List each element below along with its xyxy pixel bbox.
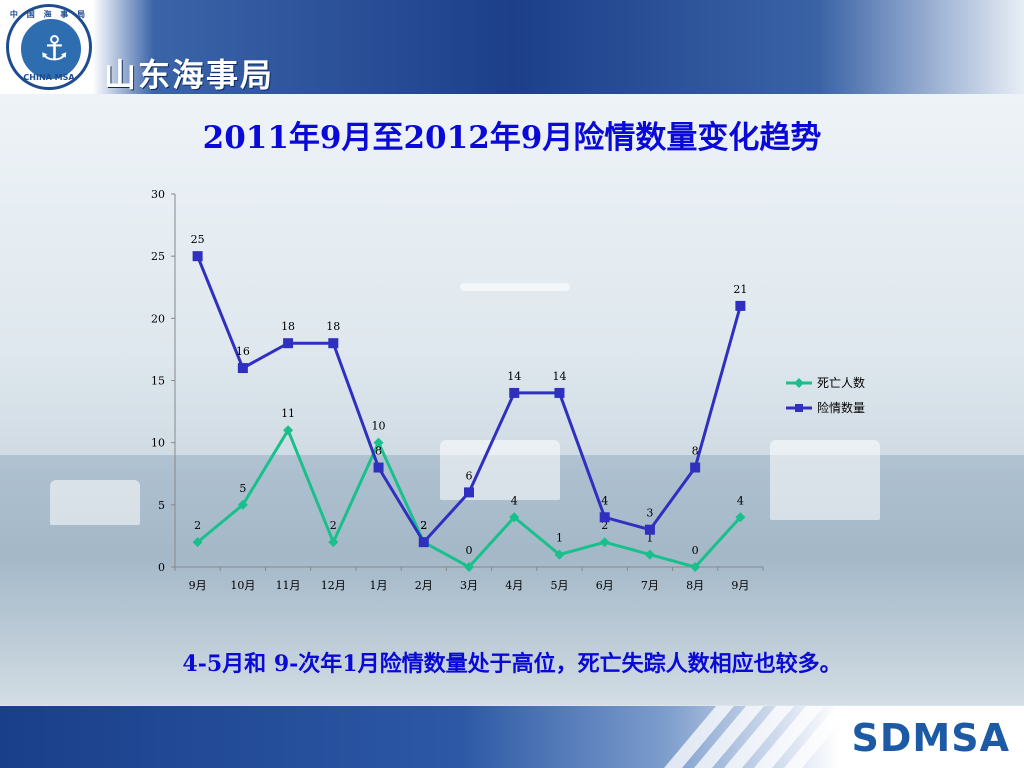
data-label: 0 bbox=[466, 544, 473, 557]
data-label: 2 bbox=[601, 519, 608, 532]
y-tick-label: 0 bbox=[158, 561, 165, 574]
data-label: 1 bbox=[646, 532, 653, 545]
x-tick-label: 1月 bbox=[370, 579, 388, 592]
data-label: 21 bbox=[733, 283, 747, 296]
x-tick-label: 8月 bbox=[686, 579, 704, 592]
org-name: 山东海事局 bbox=[104, 56, 275, 94]
data-label: 2 bbox=[330, 519, 337, 532]
data-point bbox=[464, 487, 474, 498]
data-label: 4 bbox=[511, 494, 518, 507]
header-band bbox=[0, 0, 1024, 94]
data-label: 14 bbox=[552, 370, 566, 383]
logo-text-top: 中 国 海 事 局 bbox=[9, 10, 89, 19]
y-tick-label: 5 bbox=[158, 499, 165, 512]
data-point bbox=[644, 524, 655, 535]
plane-background bbox=[460, 283, 570, 291]
data-point bbox=[373, 437, 384, 448]
legend-marker bbox=[794, 378, 804, 388]
x-tick-label: 4月 bbox=[505, 579, 523, 592]
y-tick-label: 30 bbox=[151, 188, 165, 201]
logo: 中 国 海 事 局 ⚓ CHINA MSA bbox=[6, 4, 92, 90]
x-tick-label: 7月 bbox=[641, 579, 659, 592]
caption: 4-5月和 9-次年1月险情数量处于高位，死亡失踪人数相应也较多。 bbox=[182, 651, 842, 677]
data-point bbox=[690, 462, 701, 473]
x-tick-label: 12月 bbox=[321, 579, 346, 592]
data-point bbox=[373, 462, 384, 473]
y-tick-label: 20 bbox=[151, 312, 165, 325]
x-tick-label: 11月 bbox=[276, 579, 301, 592]
data-label: 2 bbox=[420, 519, 427, 532]
data-label: 16 bbox=[236, 345, 250, 358]
data-point bbox=[192, 537, 203, 548]
y-tick-label: 10 bbox=[151, 437, 165, 450]
data-point bbox=[599, 537, 610, 548]
data-point bbox=[690, 562, 701, 572]
data-point bbox=[283, 425, 294, 436]
footer-brand: SDMSA bbox=[851, 716, 1010, 760]
data-label: 0 bbox=[692, 544, 699, 557]
data-label: 5 bbox=[239, 482, 246, 495]
data-point bbox=[644, 549, 655, 560]
x-tick-label: 9月 bbox=[731, 579, 749, 592]
data-label: 3 bbox=[646, 507, 653, 520]
y-tick-label: 15 bbox=[151, 375, 165, 388]
data-label: 25 bbox=[191, 233, 205, 246]
data-label: 10 bbox=[372, 420, 386, 433]
data-point bbox=[192, 251, 203, 262]
data-label: 2 bbox=[420, 519, 427, 532]
data-label: 4 bbox=[601, 494, 608, 507]
data-point bbox=[237, 363, 248, 374]
footer-band bbox=[0, 706, 1024, 768]
data-label: 8 bbox=[375, 445, 382, 458]
data-point bbox=[554, 387, 565, 398]
x-tick-label: 3月 bbox=[460, 579, 478, 592]
data-point bbox=[328, 537, 339, 548]
legend-marker bbox=[795, 404, 803, 412]
data-point bbox=[735, 300, 746, 311]
ship-right bbox=[770, 440, 880, 520]
data-label: 11 bbox=[281, 407, 295, 420]
page-title: 2011年9月至2012年9月险情数量变化趋势 bbox=[202, 120, 822, 156]
data-point bbox=[735, 512, 746, 523]
data-label: 14 bbox=[507, 370, 521, 383]
x-tick-label: 5月 bbox=[550, 579, 568, 592]
data-point bbox=[554, 549, 565, 560]
x-tick-label: 9月 bbox=[189, 579, 207, 592]
data-label: 4 bbox=[737, 494, 744, 507]
y-tick-label: 25 bbox=[151, 250, 165, 263]
data-point bbox=[328, 338, 339, 349]
x-tick-label: 6月 bbox=[596, 579, 614, 592]
data-point bbox=[599, 512, 610, 523]
data-label: 18 bbox=[281, 320, 295, 333]
series-line bbox=[196, 255, 742, 545]
legend-label: 死亡人数 bbox=[817, 375, 865, 390]
ship-left bbox=[50, 480, 140, 525]
data-point bbox=[509, 387, 520, 398]
data-label: 18 bbox=[326, 320, 340, 333]
data-label: 2 bbox=[194, 519, 201, 532]
data-label: 6 bbox=[466, 469, 473, 482]
logo-text-bottom: CHINA MSA bbox=[23, 73, 75, 82]
x-tick-label: 10月 bbox=[230, 579, 255, 592]
data-point bbox=[283, 338, 294, 349]
data-point bbox=[509, 512, 520, 523]
data-point bbox=[237, 499, 248, 510]
logo-emblem: ⚓ bbox=[19, 17, 83, 81]
data-point bbox=[464, 562, 474, 572]
ship-center bbox=[440, 440, 560, 500]
data-label: 1 bbox=[556, 532, 563, 545]
data-label: 8 bbox=[692, 445, 699, 458]
legend-label: 险情数量 bbox=[817, 400, 865, 415]
x-tick-label: 2月 bbox=[415, 579, 433, 592]
data-point bbox=[418, 537, 429, 548]
